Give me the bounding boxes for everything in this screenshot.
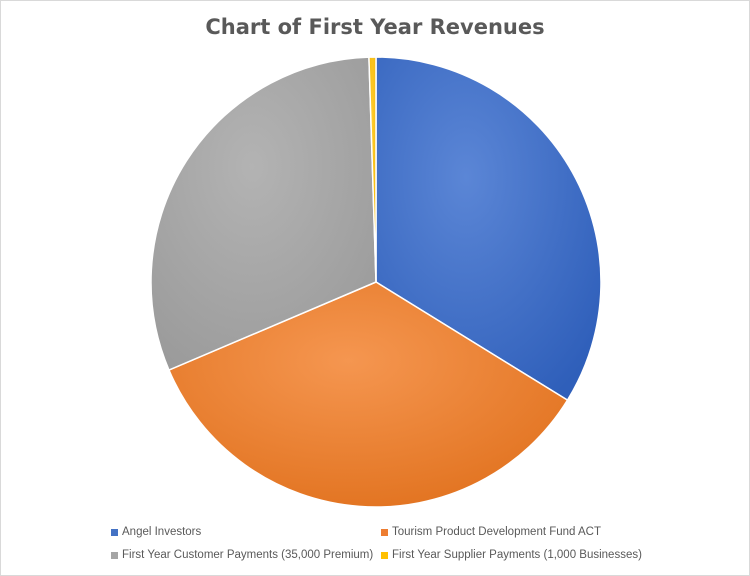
slice-supplier-payments	[368, 56, 377, 283]
chart-title: Chart of First Year Revenues	[205, 15, 545, 39]
slice-customer-payments	[150, 56, 377, 372]
slice-tourism-fund	[167, 281, 569, 508]
slice-angel-investors	[375, 56, 602, 402]
